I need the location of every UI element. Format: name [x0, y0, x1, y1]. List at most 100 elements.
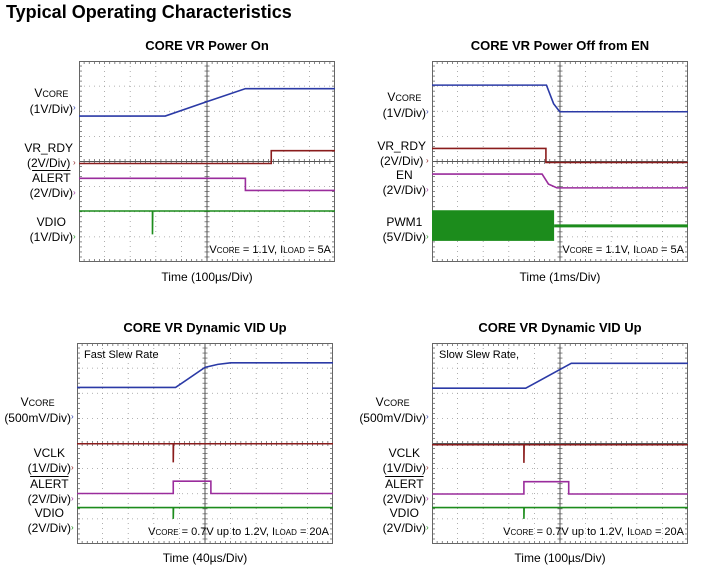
channel-scale: (2V/Div) — [382, 521, 426, 535]
channel-label: VCORE (500mV/Div) — [359, 395, 426, 426]
channel-name: VCLK — [28, 446, 71, 461]
waveform-trace-alert — [77, 480, 333, 495]
scope-plot: VCORE = 1.1V, ILOAD = 5A — [432, 61, 688, 262]
channel-name-text: VDIO — [34, 506, 64, 520]
channel-name-text: VCLK — [388, 446, 420, 460]
channel-name: ALERT — [383, 477, 426, 492]
channel-scale: (2V/Div) — [26, 156, 71, 170]
channel-name-subscript: CORE — [395, 93, 422, 103]
test-conditions-part: CORE — [510, 528, 534, 537]
channel-level-marker: › — [73, 103, 76, 112]
channel-name-text: VDIO — [389, 506, 419, 520]
test-conditions-part: LOAD — [636, 246, 658, 255]
channel-label: VCORE (500mV/Div) — [4, 395, 71, 426]
channel-level-marker: › — [426, 185, 429, 194]
channel-scale: (1V/Div) — [382, 106, 426, 120]
test-conditions-part: = 0.7V up to 1.2V, I — [178, 526, 276, 538]
channel-scale: (1V/Div) — [27, 461, 71, 475]
channel-scale: (500mV/Div) — [4, 411, 71, 425]
channel-label: VCLK (1V/Div) — [383, 446, 426, 476]
channel-name: VDIO — [30, 215, 73, 230]
channel-level-marker: › — [426, 463, 429, 472]
channel-level-marker: › — [426, 523, 429, 532]
waveform-trace-v-core — [79, 87, 335, 117]
waveform-trace-v-core — [432, 362, 688, 390]
test-conditions: VCORE = 1.1V, ILOAD = 5A — [209, 244, 331, 256]
channel-level-marker: › — [73, 158, 76, 167]
channel-label: VCLK (1V/Div) — [28, 446, 71, 476]
channel-label: ALERT (2V/Div) — [28, 477, 71, 507]
channel-level-marker: › — [426, 107, 429, 116]
channel-name: VCORE — [383, 90, 426, 106]
channel-name-text: ALERT — [385, 477, 424, 491]
plot-title: CORE VR Dynamic VID Up — [123, 320, 287, 335]
scope-plot: Fast Slew Rate VCORE = 0.7V up to 1.2V, I… — [77, 343, 333, 544]
waveform-trace-vr-rdy — [432, 147, 688, 164]
scope-plot: VCORE = 1.1V, ILOAD = 5A — [79, 61, 335, 262]
scope-grid — [77, 343, 333, 544]
pwm-burst-trace — [432, 210, 555, 241]
channel-name-subscript: CORE — [42, 89, 69, 99]
time-axis-label: Time (40µs/Div) — [162, 551, 248, 565]
plot-title: CORE VR Power Off from EN — [470, 38, 650, 53]
channel-name-text: VDIO — [36, 215, 66, 229]
channel-name-text: PWM1 — [386, 215, 423, 229]
channel-level-marker: › — [426, 156, 429, 165]
channel-name-text: ALERT — [32, 171, 71, 185]
test-conditions-part: V — [148, 526, 156, 538]
channel-label: EN (2V/Div) — [383, 168, 426, 198]
waveform-trace-vr-rdy — [79, 149, 335, 165]
time-axis-label: Time (100µs/Div) — [514, 551, 606, 565]
test-conditions-part: = 1.1V, I — [239, 244, 284, 256]
channel-level-marker: › — [426, 232, 429, 241]
channel-name: VR_RDY — [24, 141, 73, 156]
plot-frame — [79, 61, 335, 262]
test-conditions-part: LOAD — [283, 246, 305, 255]
channel-name-text: V — [34, 86, 43, 100]
channel-scale: (2V/Div) — [27, 521, 71, 535]
channel-level-marker: › — [71, 463, 74, 472]
waveform-trace-vdio — [79, 210, 335, 235]
channel-scale: (5V/Div) — [382, 230, 426, 244]
test-conditions-part: = 20A — [651, 526, 684, 538]
channel-scale: (500mV/Div) — [359, 411, 426, 425]
plot-note: Fast Slew Rate — [84, 349, 159, 361]
channel-label: VR_RDY (2V/Div) — [377, 139, 426, 169]
channel-scale: (2V/Div) — [29, 186, 73, 200]
time-axis-label: Time (100µs/Div) — [161, 270, 253, 284]
channel-name-text: EN — [395, 168, 413, 182]
channel-scale: (2V/Div) — [379, 154, 424, 168]
channel-name: EN — [383, 168, 426, 183]
channel-label: VCORE (1V/Div) — [30, 86, 73, 117]
channel-label: ALERT (2V/Div) — [30, 171, 73, 201]
channel-name: VR_RDY — [377, 139, 426, 154]
scope-grid — [79, 61, 335, 262]
channel-level-marker: › — [71, 412, 74, 421]
channel-name: PWM1 — [383, 215, 426, 230]
waveform-trace-alert — [79, 177, 335, 192]
test-conditions: VCORE = 0.7V up to 1.2V, ILOAD = 20A — [148, 526, 329, 538]
scope-grid — [432, 61, 688, 262]
channel-label: VR_RDY (2V/Div) — [24, 141, 73, 171]
channel-scale: (1V/Div) — [29, 230, 73, 244]
channel-name: VCORE — [4, 395, 71, 411]
channel-name-subscript: CORE — [383, 398, 410, 408]
test-conditions: VCORE = 0.7V up to 1.2V, ILOAD = 20A — [503, 526, 684, 538]
channel-level-marker: › — [73, 232, 76, 241]
plot-note: Slow Slew Rate, — [439, 349, 520, 361]
channel-level-marker: › — [71, 523, 74, 532]
channel-level-marker: › — [73, 188, 76, 197]
channel-name-text: ALERT — [30, 477, 69, 491]
test-conditions-part: = 1.1V, I — [592, 244, 637, 256]
channel-name-text: VR_RDY — [24, 141, 73, 155]
waveform-trace-vclk — [432, 443, 688, 463]
scope-grid — [432, 343, 688, 544]
plot-frame — [432, 61, 688, 262]
channel-scale: (2V/Div) — [382, 492, 426, 506]
test-conditions: VCORE = 1.1V, ILOAD = 5A — [562, 244, 684, 256]
channel-label: ALERT (2V/Div) — [383, 477, 426, 507]
waveform-trace-v-core — [432, 84, 688, 113]
test-conditions-part: CORE — [569, 246, 593, 255]
channel-name: VCORE — [359, 395, 426, 411]
test-conditions-part: = 20A — [296, 526, 329, 538]
